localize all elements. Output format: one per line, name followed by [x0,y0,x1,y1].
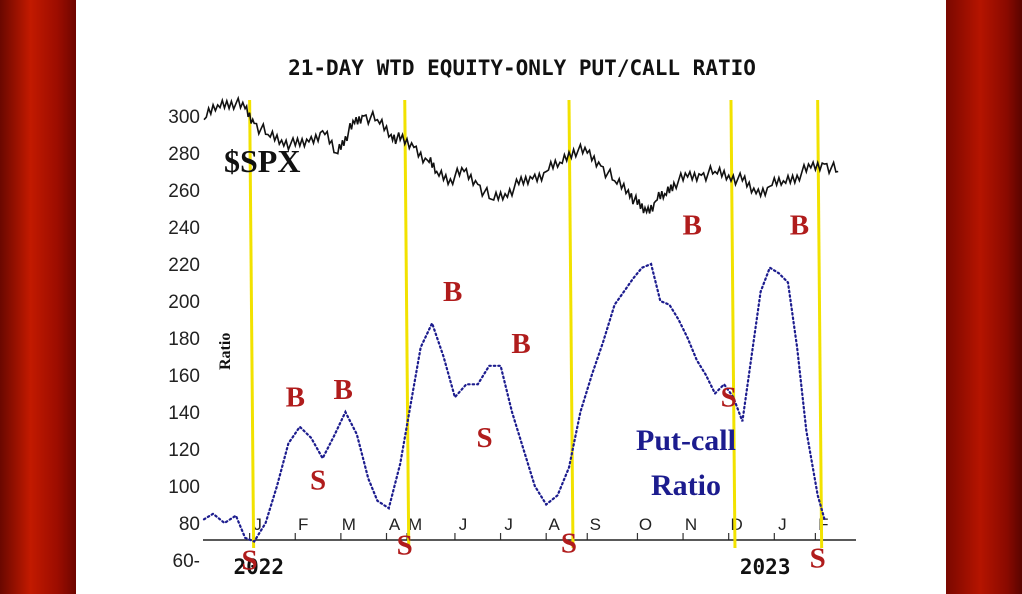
x-tick-label: J [459,515,468,534]
sell-signal-marker: S [721,381,737,413]
buy-signal-marker: B [443,276,462,308]
right-red-border [946,0,1022,594]
put-call-ratio-chart: 21-DAY WTD EQUITY-ONLY PUT/CALL RATIO 30… [168,56,856,579]
x-tick-label: O [639,515,652,534]
sell-signal-marker: S [561,528,577,560]
y-tick-label: 60- [173,551,200,572]
spx-price-line [203,95,839,215]
signal-vertical-line [729,99,737,549]
y-tick-label: 260 [168,181,200,202]
y-tick-label: 160 [168,366,200,387]
y-axis-label: Ratio [217,333,234,370]
sell-signal-marker: S [242,544,258,576]
y-tick-label: 80 [179,514,200,535]
left-red-border [0,0,76,594]
spx-series-label: $SPX [224,143,300,179]
buy-signal-marker: B [333,374,352,406]
y-tick-label: 200 [168,292,200,313]
x-tick-label: S [590,515,601,534]
y-tick-label: 120 [168,440,200,461]
sell-signal-marker: S [397,529,413,561]
buy-signal-marker: B [511,328,530,360]
x-tick-label: M [342,515,356,534]
y-tick-label: 220 [168,255,200,276]
x-tick-label: D [731,515,743,534]
x-tick-label: J [253,515,262,534]
sell-signal-marker: S [477,422,493,454]
buy-signal-marker: B [790,209,809,241]
y-tick-label: 280 [168,144,200,165]
y-tick-label: 240 [168,218,200,239]
buy-signal-marker: B [683,209,702,241]
x-tick-label: A [389,515,401,534]
year-labels: 2022 2023 [233,555,790,579]
chart-title: 21-DAY WTD EQUITY-ONLY PUT/CALL RATIO [288,56,756,80]
y-tick-label: 180 [168,329,200,350]
y-tick-label: 300 [168,107,200,128]
buy-signal-marker: B [286,381,305,413]
signal-vertical-line [248,99,256,549]
signal-vertical-lines [248,99,824,549]
year-label: 2023 [740,555,791,579]
sell-signal-marker: S [810,542,826,574]
y-tick-label: 140 [168,403,200,424]
x-tick-label: M [408,515,422,534]
x-tick-label: F [818,515,828,534]
put-call-label-line1: Put-call [636,424,736,457]
series-layer [202,95,839,543]
signal-vertical-line [403,99,411,549]
x-tick-label: J [778,515,787,534]
put-call-ratio-line [202,262,826,543]
chart-panel: 21-DAY WTD EQUITY-ONLY PUT/CALL RATIO 30… [76,0,946,594]
x-tick-label: A [549,515,561,534]
year-label: 2022 [233,555,284,579]
put-call-label-line2: Ratio [651,469,721,502]
x-tick-label: F [298,515,308,534]
y-tick-label: 100 [168,477,200,498]
sell-signal-marker: S [310,465,326,497]
y-axis-ticks: 300 280 260 240 220 200 180 160 140 120 100 80 60- [168,107,200,572]
signal-vertical-line [816,99,824,549]
x-tick-label: N [685,515,697,534]
x-tick-label: J [504,515,513,534]
signal-vertical-line [567,99,575,549]
